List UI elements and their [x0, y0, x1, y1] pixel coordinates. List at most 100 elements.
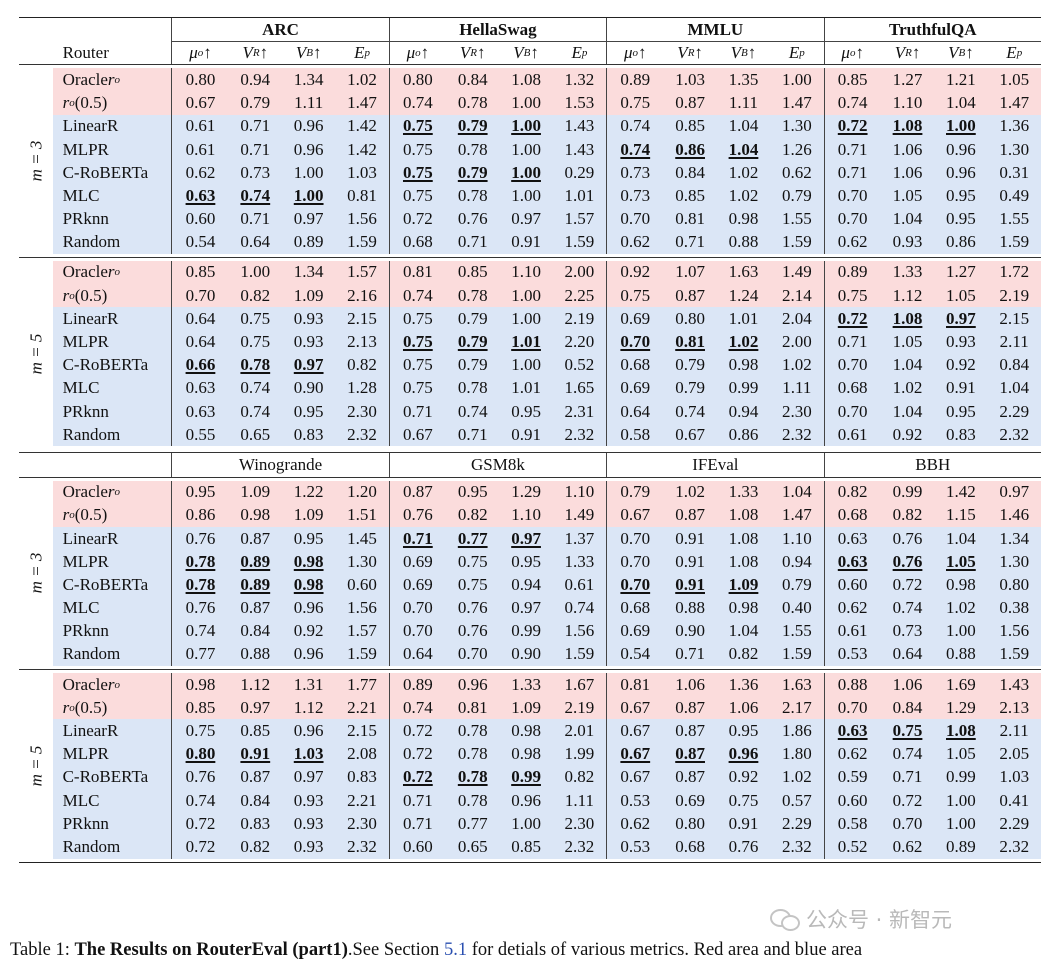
- blank-cell: [19, 208, 53, 231]
- blank-cell: [19, 138, 53, 161]
- table-cell: 1.11: [552, 789, 607, 813]
- table-cell: 0.69: [388, 550, 447, 574]
- table-cell: 1.00: [499, 114, 553, 138]
- table-cell: 2.08: [335, 742, 389, 766]
- table-cell: 0.69: [606, 376, 664, 400]
- table-cell: 0.52: [552, 353, 607, 377]
- table-cell: 1.30: [770, 114, 824, 138]
- table-cell: 0.72: [388, 742, 447, 766]
- blank-cell: [53, 453, 172, 476]
- table-cell: 1.06: [663, 673, 717, 697]
- table-cell: 1.04: [934, 91, 988, 115]
- table-cell: 0.93: [934, 330, 988, 354]
- table-row: MLPR 0.64 0.75 0.93 2.13 0.75 0.79 1.01 2.20 0.70…: [19, 330, 1041, 354]
- router-name: C-RoBERTa: [52, 765, 172, 789]
- table-cell: 0.78: [228, 353, 282, 377]
- table-cell: 0.93: [281, 330, 336, 354]
- table-cell: 0.96: [934, 137, 988, 162]
- table-cell: 0.75: [388, 114, 447, 138]
- table-cell: 0.97: [934, 307, 988, 331]
- table-cell: 0.96: [281, 114, 336, 138]
- section-link[interactable]: 5.1: [443, 940, 468, 960]
- table-cell: 0.94: [716, 400, 771, 424]
- router-name: LinearR: [52, 307, 172, 331]
- router-name: PRknn: [52, 812, 172, 836]
- table-row: r o (0.5) 0.70 0.82 1.09 2.16 0.74 0.78 1.00 2.25 0…: [19, 284, 1041, 308]
- blank-cell: [19, 696, 53, 719]
- table-cell: 1.05: [934, 550, 988, 574]
- table-cell: 0.70: [823, 696, 881, 720]
- table-cell: 0.74: [228, 400, 282, 424]
- benchmark-header-row: Winogrande GSM8k IFEval BBH: [19, 453, 1041, 477]
- table-cell: 0.78: [446, 137, 500, 162]
- watermark: 公众号 · 新智元: [770, 904, 952, 934]
- table-cell: 0.81: [388, 260, 447, 285]
- table-cell: 1.47: [770, 91, 824, 115]
- table-cell: 0.62: [823, 596, 881, 620]
- table-cell: 0.76: [446, 619, 500, 643]
- table-cell: 0.81: [663, 207, 717, 231]
- table-cell: 2.32: [770, 835, 824, 859]
- table-cell: 1.02: [770, 765, 824, 789]
- table-cell: 1.12: [281, 696, 336, 720]
- router-name: MLPR: [52, 330, 172, 354]
- table-cell: 0.95: [934, 400, 988, 424]
- blank-cell: [19, 643, 53, 666]
- table-cell: 0.74: [663, 400, 717, 424]
- table-row: Oracle r o 0.80 0.94 1.34 1.02 0.80 0.84 1.08 1.3…: [19, 68, 1041, 92]
- table-cell: 0.88: [228, 642, 282, 667]
- table-cell: 1.59: [335, 642, 389, 667]
- table-cell: 0.78: [446, 742, 500, 766]
- table-cell: 0.70: [880, 812, 935, 836]
- blank-cell: [19, 597, 53, 620]
- table-cell: 0.89: [281, 230, 336, 254]
- table-cell: 1.43: [552, 114, 607, 138]
- table-cell: 0.84: [987, 353, 1041, 377]
- table-cell: 1.42: [934, 480, 988, 504]
- blank-cell: [19, 261, 53, 284]
- table-cell: 1.03: [987, 765, 1041, 789]
- table-cell: 0.78: [446, 765, 500, 789]
- table-cell: 0.75: [716, 789, 771, 813]
- table-cell: 0.97: [281, 765, 336, 789]
- table-cell: 0.64: [171, 307, 229, 331]
- table-cell: 0.79: [446, 330, 500, 354]
- table-cell: 0.84: [228, 619, 282, 643]
- table-cell: 1.00: [499, 161, 553, 185]
- table-cell: 0.77: [171, 642, 229, 667]
- table-cell: 1.00: [934, 789, 988, 813]
- table-cell: 0.72: [388, 765, 447, 789]
- table-cell: 0.67: [171, 91, 229, 115]
- table-cell: 0.55: [171, 423, 229, 447]
- table-cell: 1.56: [987, 619, 1041, 643]
- table-cell: 1.09: [228, 480, 282, 504]
- table-cell: 0.95: [281, 526, 336, 551]
- router-name: MLPR: [52, 137, 172, 162]
- table-cell: 0.68: [606, 596, 664, 620]
- router-name: C-RoBERTa: [52, 573, 172, 597]
- table-cell: 0.96: [281, 719, 336, 743]
- table-row: Oracle r o 0.85 1.00 1.34 1.57 0.81 0.85 1.10 2.0…: [19, 260, 1041, 285]
- table-cell: 2.13: [987, 696, 1041, 720]
- table-cell: 0.67: [606, 696, 664, 720]
- table-cell: 1.36: [987, 114, 1041, 138]
- table-row: MLC 0.63 0.74 1.00 0.81 0.75 0.78 1.00 1.01 0.73 0…: [19, 184, 1041, 208]
- table-cell: 1.05: [934, 742, 988, 766]
- table-cell: 0.76: [388, 503, 447, 527]
- table-cell: 1.06: [880, 161, 935, 185]
- table-cell: 1.59: [987, 230, 1041, 254]
- table-cell: 0.87: [388, 480, 447, 504]
- router-name: PRknn: [52, 619, 172, 643]
- router-name: r o (0.5): [52, 503, 172, 527]
- benchmark-underline: [823, 40, 1042, 42]
- table-cell: 1.10: [499, 503, 553, 527]
- table-cell: 0.98: [934, 573, 988, 597]
- table-caption: Table 1: The Results on RouterEval (part…: [10, 940, 1050, 961]
- blank-cell: [19, 453, 53, 476]
- table-cell: 1.09: [281, 503, 336, 527]
- table-cell: 0.82: [823, 480, 881, 504]
- m-block: m = 5 Oracle r o 0.85 1.00 1.34 1.57 0.81 0.85 1.…: [19, 260, 1041, 447]
- table-cell: 1.09: [281, 284, 336, 308]
- table-cell: 0.98: [716, 353, 771, 377]
